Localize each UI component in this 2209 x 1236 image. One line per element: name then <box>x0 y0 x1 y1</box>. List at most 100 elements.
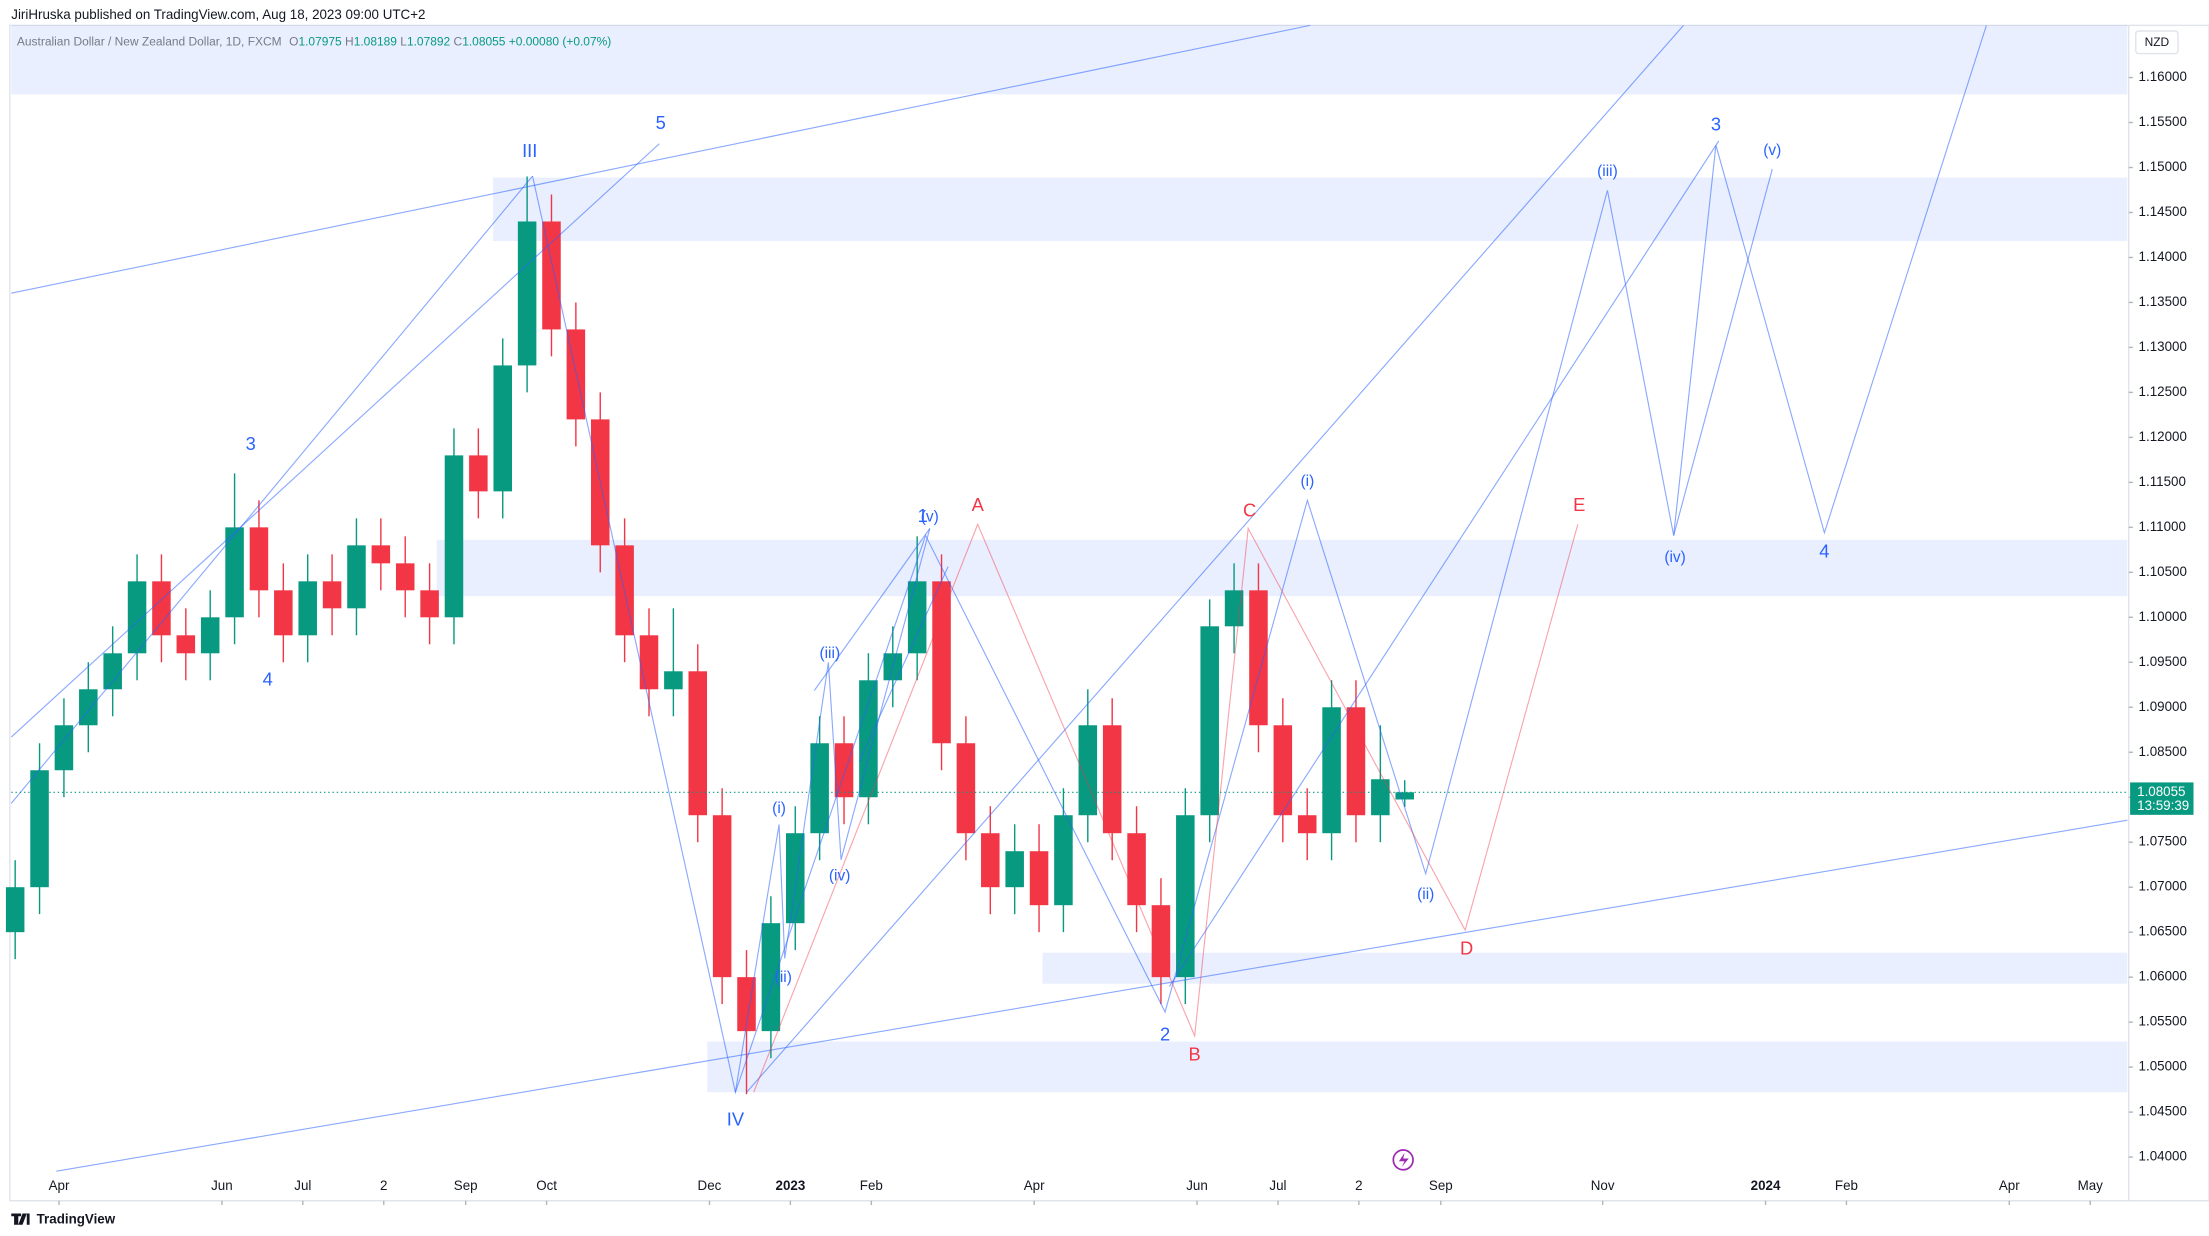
candles <box>5 176 1414 1095</box>
x-tick-label: Apr <box>1024 1178 1045 1193</box>
wave-label: 3 <box>1711 113 1721 134</box>
x-tick-label: Jun <box>1186 1178 1208 1193</box>
x-tick-label: Feb <box>1835 1178 1858 1193</box>
ohlc-key: H <box>345 34 354 48</box>
x-tick-label: Jul <box>1269 1178 1286 1193</box>
zone <box>493 177 2128 241</box>
zone <box>1042 952 2128 984</box>
y-tick-label: 1.05000 <box>2139 1059 2187 1074</box>
wave-label: (v) <box>1763 142 1781 159</box>
candle-body <box>639 635 659 690</box>
candle-body <box>298 581 317 636</box>
y-tick-label: 1.09500 <box>2139 654 2187 669</box>
wave-label: 1 <box>918 505 928 526</box>
trend-line <box>10 143 660 738</box>
wave-label: (iv) <box>829 868 850 885</box>
wave-label: D <box>1460 938 1473 959</box>
wave-label: (i) <box>772 800 786 817</box>
x-tick-label: Sep <box>454 1178 478 1193</box>
ohlc-value: 1.07892 <box>407 34 451 48</box>
abcde-path <box>753 522 1579 1093</box>
candle-body <box>5 887 25 933</box>
candle-body <box>712 815 732 978</box>
wave-label: C <box>1243 499 1256 520</box>
y-tick-label: 1.09000 <box>2139 699 2187 714</box>
zone <box>436 539 2128 597</box>
x-tick-label: May <box>2078 1178 2104 1193</box>
candle-body <box>395 563 415 591</box>
wave-label: 2 <box>1160 1024 1170 1045</box>
chart-frame <box>9 24 2209 1202</box>
candle-body <box>1151 905 1171 978</box>
candle-body <box>932 581 951 744</box>
candle-body <box>1127 833 1146 906</box>
wave-label: IV <box>727 1108 745 1129</box>
candle-body <box>1200 626 1219 816</box>
wave-path <box>1673 168 1773 536</box>
y-tick-label: 1.08500 <box>2139 744 2187 759</box>
y-tick-label: 1.13500 <box>2139 294 2187 309</box>
candle-body <box>371 545 391 564</box>
y-tick-label: 1.04000 <box>2139 1149 2187 1164</box>
zones <box>11 25 2128 1093</box>
y-tick-label: 1.14500 <box>2139 204 2187 219</box>
x-tick-label: 2024 <box>1751 1178 1781 1193</box>
trend-line <box>1168 140 1720 987</box>
ohlc-key: O <box>289 34 298 48</box>
candle-body <box>103 653 122 690</box>
candle-body <box>1322 707 1341 834</box>
y-tick-label: 1.06500 <box>2139 924 2187 939</box>
brand-logo <box>11 1213 30 1225</box>
y-tick-label: 1.05500 <box>2139 1014 2187 1029</box>
candle-body <box>54 725 74 771</box>
candle-body <box>956 743 976 834</box>
drawings <box>10 24 2128 1172</box>
candle-body <box>249 527 269 591</box>
candle-body <box>444 455 464 618</box>
x-tick-label: Oct <box>536 1178 557 1193</box>
brand: TradingView <box>37 1211 116 1226</box>
candle-body <box>322 581 342 609</box>
y-tick-label: 1.10000 <box>2139 609 2187 624</box>
candle-body <box>200 617 220 654</box>
symbol: Australian Dollar / New Zealand Dollar, … <box>17 34 282 48</box>
x-tick-label: 2023 <box>776 1178 806 1193</box>
candle-body <box>1395 792 1414 800</box>
x-tick-label: Nov <box>1591 1178 1615 1193</box>
candle-body <box>688 671 708 816</box>
event-icon[interactable] <box>1392 1149 1414 1171</box>
x-tick-label: Sep <box>1429 1178 1453 1193</box>
wave-label: 3 <box>246 433 256 454</box>
currency-box[interactable] <box>2135 30 2179 55</box>
wedge-line <box>813 528 931 691</box>
wave-label: A <box>972 494 985 515</box>
candle-body <box>1346 707 1366 816</box>
x-tick-label: Apr <box>49 1178 70 1193</box>
candle-body <box>1249 590 1268 726</box>
channel-line <box>56 819 2128 1172</box>
last-price: 1.08055 <box>2137 784 2185 799</box>
y-tick-label: 1.07000 <box>2139 879 2187 894</box>
wave-label: (iii) <box>1597 163 1618 180</box>
candle-body <box>1102 725 1122 834</box>
wave-label: (ii) <box>1417 886 1434 903</box>
wedge-line <box>858 566 949 762</box>
x-tick-label: 2 <box>1355 1178 1362 1193</box>
candle-body <box>1005 851 1024 888</box>
last-price-box <box>2130 782 2194 815</box>
candle-body <box>1371 779 1390 816</box>
candle-body <box>834 743 854 798</box>
candle-body <box>1078 725 1098 816</box>
candle-body <box>347 545 366 609</box>
y-tick-label: 1.11000 <box>2139 519 2186 534</box>
candle-body <box>225 527 244 618</box>
candle-body <box>1176 815 1195 978</box>
y-tick-label: 1.04500 <box>2139 1104 2187 1119</box>
candle-body <box>810 743 829 834</box>
header: JiriHruska published on TradingView.com,… <box>11 7 425 22</box>
ohlc-key: C <box>454 34 463 48</box>
y-tick-label: 1.12000 <box>2139 429 2187 444</box>
